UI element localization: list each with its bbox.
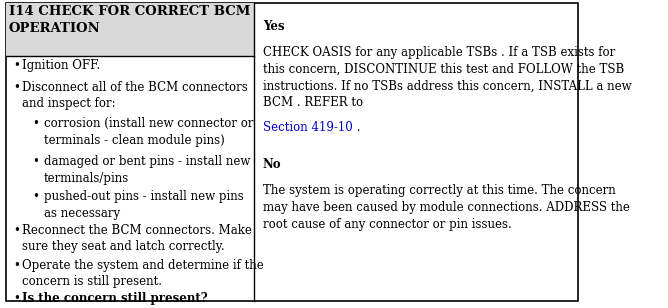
Text: Is the concern still present?: Is the concern still present? <box>22 292 208 305</box>
Text: •: • <box>32 117 39 130</box>
Text: corrosion (install new connector or
terminals - clean module pins): corrosion (install new connector or term… <box>44 117 253 147</box>
Text: The system is operating correctly at this time. The concern
may have been caused: The system is operating correctly at thi… <box>263 184 630 231</box>
Text: I14 CHECK FOR CORRECT BCM
OPERATION: I14 CHECK FOR CORRECT BCM OPERATION <box>9 5 250 34</box>
Text: CHECK OASIS for any applicable TSBs . If a TSB exists for
this concern, DISCONTI: CHECK OASIS for any applicable TSBs . If… <box>263 46 631 109</box>
Text: •: • <box>13 224 20 237</box>
Text: Ignition OFF.: Ignition OFF. <box>22 59 100 72</box>
Text: damaged or bent pins - install new
terminals/pins: damaged or bent pins - install new termi… <box>44 155 250 185</box>
Bar <box>6 3 254 56</box>
Text: •: • <box>13 59 20 72</box>
Text: Section 419-10: Section 419-10 <box>263 120 353 134</box>
Text: •: • <box>32 190 39 203</box>
Text: Disconnect all of the BCM connectors
and inspect for:: Disconnect all of the BCM connectors and… <box>22 81 248 110</box>
Text: Reconnect the BCM connectors. Make
sure they seat and latch correctly.: Reconnect the BCM connectors. Make sure … <box>22 224 252 253</box>
Text: pushed-out pins - install new pins
as necessary: pushed-out pins - install new pins as ne… <box>44 190 244 220</box>
Text: No: No <box>263 158 281 171</box>
Text: .: . <box>353 120 361 134</box>
Text: •: • <box>32 155 39 168</box>
Text: •: • <box>13 292 20 305</box>
Text: Operate the system and determine if the
concern is still present.: Operate the system and determine if the … <box>22 259 264 288</box>
Text: Yes: Yes <box>263 20 285 33</box>
Text: •: • <box>13 81 20 94</box>
Text: •: • <box>13 259 20 272</box>
